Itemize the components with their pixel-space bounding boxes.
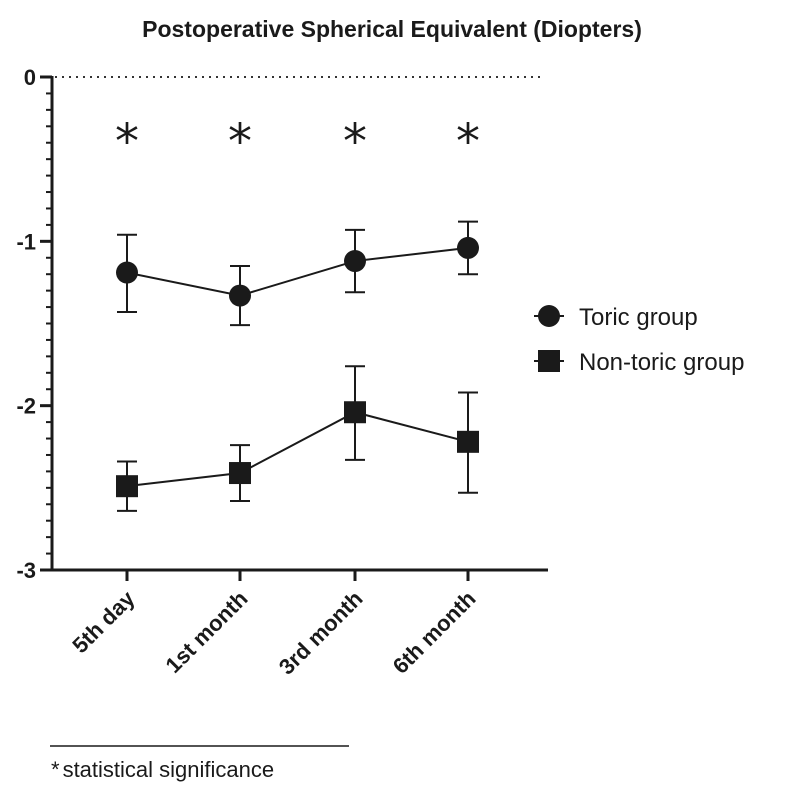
legend-item: Non-toric group	[534, 349, 744, 376]
significance-asterisk: *	[115, 114, 139, 170]
footnote-symbol: *	[51, 757, 60, 782]
series-line	[126, 411, 469, 488]
significance-asterisk: *	[456, 114, 480, 170]
footnote: * statistical significance	[51, 757, 274, 782]
y-tick-label: -3	[16, 558, 36, 583]
data-point	[344, 250, 366, 273]
legend-marker	[538, 350, 560, 372]
data-point	[229, 462, 251, 485]
data-point	[457, 430, 479, 453]
data-point	[344, 401, 366, 424]
y-tick-label: -2	[16, 394, 36, 419]
significance-asterisk: *	[228, 114, 252, 170]
x-tick-label: 6th month	[388, 586, 481, 679]
series-layer	[116, 220, 479, 512]
x-tick-label: 5th day	[67, 585, 140, 658]
y-tick-label: 0	[24, 65, 36, 90]
data-point	[116, 475, 138, 498]
y-tick-label: -1	[16, 229, 36, 254]
x-tick-label: 1st month	[161, 586, 253, 678]
legend-label: Toric group	[579, 304, 698, 331]
data-point	[229, 284, 251, 307]
series-toric	[116, 220, 479, 327]
x-tick-label: 3rd month	[274, 586, 368, 680]
data-point	[457, 236, 479, 259]
legend-item: Toric group	[534, 304, 698, 331]
legend: Toric group Non-toric group	[534, 304, 744, 376]
legend-marker	[538, 305, 560, 327]
data-point	[116, 261, 138, 284]
footnote-text: statistical significance	[63, 757, 275, 782]
series-non-toric	[116, 365, 479, 512]
significance-marks: * * * *	[115, 114, 480, 170]
series-line	[126, 246, 469, 297]
chart-title: Postoperative Spherical Equivalent (Diop…	[142, 16, 642, 42]
legend-label: Non-toric group	[579, 349, 744, 376]
significance-asterisk: *	[343, 114, 367, 170]
